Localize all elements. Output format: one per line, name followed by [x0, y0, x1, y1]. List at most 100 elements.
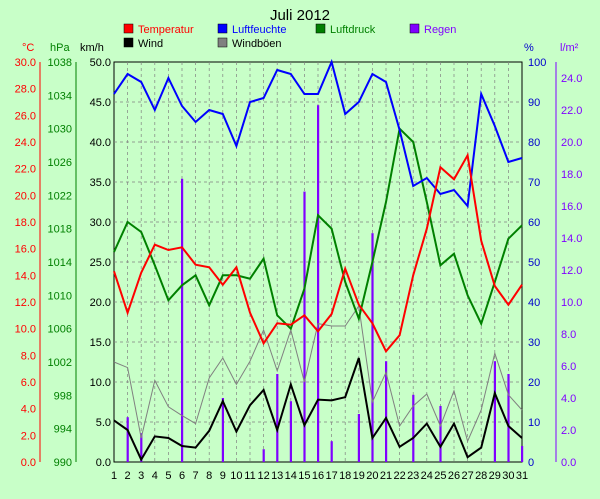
- temp-axis-tick-label: 6.0: [21, 377, 36, 389]
- series-line-luftdruck: [113, 126, 523, 331]
- press-axis-tick-label: 1006: [48, 324, 72, 336]
- legend-label-temperatur: Temperatur: [138, 24, 194, 36]
- rain-bar-day-31: [521, 446, 524, 462]
- legend-swatch-wind: [123, 37, 134, 48]
- axis-unit-hum: %: [524, 42, 534, 54]
- temp-axis-tick-label: 26.0: [15, 110, 36, 122]
- legend-swatch-luftdruck: [315, 23, 326, 34]
- temp-axis-tick-label: 10.0: [15, 324, 36, 336]
- x-tick-label: 15: [298, 470, 310, 482]
- rain-bar-day-12: [262, 449, 265, 462]
- temp-axis-tick-label: 14.0: [15, 270, 36, 282]
- rain-axis-tick-label: 20.0: [561, 137, 582, 149]
- x-tick-label: 19: [353, 470, 365, 482]
- rain-bar-day-6: [181, 178, 184, 463]
- rain-bar-day-23: [412, 394, 415, 462]
- rain-bar-day-30: [507, 374, 510, 462]
- hum-axis-tick-label: 100: [528, 57, 546, 69]
- rain-bar-day-17: [330, 441, 333, 462]
- press-axis-tick-label: 998: [54, 390, 72, 402]
- hum-axis-tick-label: 20: [528, 377, 540, 389]
- x-tick-label: 6: [179, 470, 185, 482]
- rain-bar-day-13: [276, 374, 279, 462]
- legend-label-windböen: Windböen: [232, 38, 282, 50]
- press-axis-tick-label: 990: [54, 457, 72, 469]
- x-tick-label: 14: [285, 470, 297, 482]
- press-axis-tick-label: 1022: [48, 190, 72, 202]
- temp-axis-tick-label: 20.0: [15, 190, 36, 202]
- temp-axis-tick-label: 28.0: [15, 84, 36, 96]
- series-line-windböen: [113, 304, 523, 443]
- axis-unit-temp: °C: [22, 42, 34, 54]
- x-tick-label: 28: [475, 470, 487, 482]
- legend-label-wind: Wind: [138, 38, 163, 50]
- x-tick-label: 16: [312, 470, 324, 482]
- temp-axis-tick-label: 30.0: [15, 57, 36, 69]
- x-tick-label: 2: [125, 470, 131, 482]
- x-tick-label: 9: [220, 470, 226, 482]
- temp-axis-tick-label: 18.0: [15, 217, 36, 229]
- temp-axis-tick-label: 4.0: [21, 404, 36, 416]
- chart-title: Juli 2012: [270, 7, 330, 24]
- legend-swatch-windböen: [217, 37, 228, 48]
- x-tick-label: 26: [448, 470, 460, 482]
- rain-axis-tick-label: 0.0: [561, 457, 576, 469]
- axis-unit-rain: l/m²: [560, 42, 579, 54]
- rain-axis-tick-label: 18.0: [561, 169, 582, 181]
- rain-axis-tick-label: 2.0: [561, 425, 576, 437]
- legend-swatch-luftfeuchte: [217, 23, 228, 34]
- rain-bar-day-3: [140, 433, 143, 462]
- wind-axis-tick-label: 45.0: [90, 97, 111, 109]
- temp-axis-tick-label: 16.0: [15, 244, 36, 256]
- wind-axis-tick-label: 15.0: [90, 337, 111, 349]
- x-tick-label: 17: [325, 470, 337, 482]
- series-line-wind: [113, 357, 523, 462]
- rain-bar-day-15: [303, 191, 306, 462]
- x-tick-label: 8: [206, 470, 212, 482]
- rain-axis-tick-label: 16.0: [561, 201, 582, 213]
- wind-axis-tick-label: 0.0: [96, 457, 111, 469]
- press-axis-tick-label: 1010: [48, 290, 72, 302]
- x-tick-label: 31: [516, 470, 528, 482]
- rain-axis-tick-label: 22.0: [561, 105, 582, 117]
- rain-axis-tick-label: 14.0: [561, 233, 582, 245]
- rain-bar-day-19: [357, 414, 360, 462]
- temp-axis-tick-label: 0.0: [21, 457, 36, 469]
- rain-axis-tick-label: 6.0: [561, 361, 576, 373]
- hum-axis-tick-label: 0: [528, 457, 534, 469]
- wind-axis-tick-label: 50.0: [90, 57, 111, 69]
- x-tick-label: 5: [165, 470, 171, 482]
- legend-label-regen: Regen: [424, 24, 456, 36]
- rain-bar-day-21: [385, 361, 388, 462]
- wind-axis-tick-label: 10.0: [90, 377, 111, 389]
- temp-axis-tick-label: 8.0: [21, 350, 36, 362]
- hum-axis-tick-label: 60: [528, 217, 540, 229]
- series-line-temperatur: [113, 152, 523, 354]
- wind-axis-tick-label: 25.0: [90, 257, 111, 269]
- axis-unit-press: hPa: [50, 42, 70, 54]
- press-axis-tick-label: 1002: [48, 357, 72, 369]
- axes: 0.02.04.06.08.010.012.014.016.018.020.02…: [15, 57, 583, 482]
- legend-label-luftdruck: Luftdruck: [330, 24, 376, 36]
- rain-bar-day-9: [221, 398, 224, 462]
- x-tick-label: 21: [380, 470, 392, 482]
- temp-axis-tick-label: 22.0: [15, 164, 36, 176]
- x-tick-label: 23: [407, 470, 419, 482]
- press-axis-tick-label: 1034: [48, 90, 72, 102]
- rain-axis-tick-label: 12.0: [561, 265, 582, 277]
- rain-axis-tick-label: 10.0: [561, 297, 582, 309]
- press-axis-tick-label: 1030: [48, 124, 72, 136]
- hum-axis-tick-label: 30: [528, 337, 540, 349]
- x-tick-label: 27: [461, 470, 473, 482]
- wind-axis-tick-label: 40.0: [90, 137, 111, 149]
- press-axis-tick-label: 1014: [48, 257, 72, 269]
- press-axis-tick-label: 1026: [48, 157, 72, 169]
- rain-bar-day-20: [371, 233, 374, 462]
- temp-axis-tick-label: 2.0: [21, 430, 36, 442]
- x-tick-label: 24: [421, 470, 433, 482]
- x-tick-label: 22: [393, 470, 405, 482]
- x-tick-label: 20: [366, 470, 378, 482]
- rain-axis-tick-label: 8.0: [561, 329, 576, 341]
- legend-swatch-temperatur: [123, 23, 134, 34]
